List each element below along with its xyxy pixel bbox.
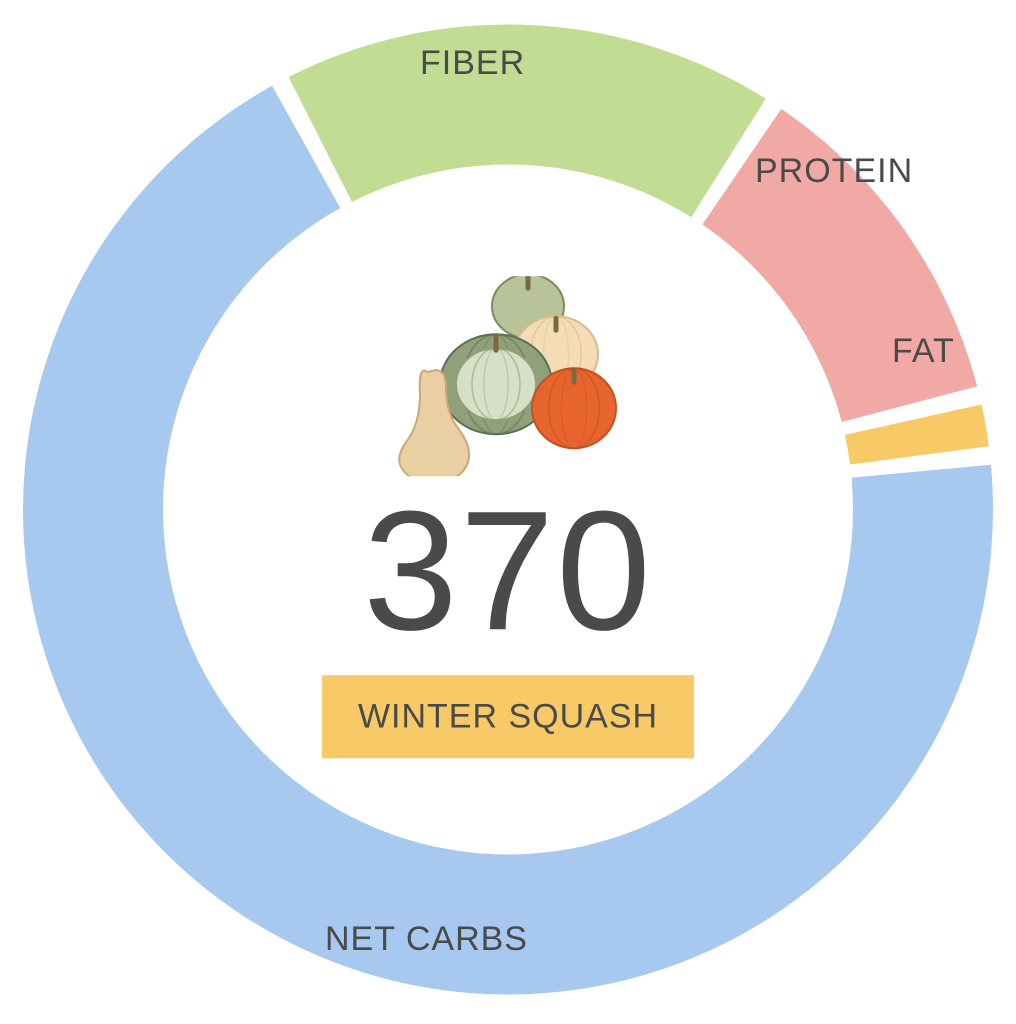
segment-label-fiber: FIBER: [420, 44, 525, 83]
segment-label-net-carbs: NET CARBS: [325, 920, 528, 959]
nutrition-donut-chart: FIBER PROTEIN FAT NET CARBS 370 WINTER S…: [0, 0, 1016, 1024]
squash-icon: [378, 276, 638, 476]
food-name-badge: WINTER SQUASH: [322, 675, 694, 758]
center-content: 370 WINTER SQUASH: [228, 266, 788, 758]
food-illustration: [378, 276, 638, 476]
calorie-number: 370: [363, 482, 653, 661]
segment-fiber: [289, 25, 766, 218]
segment-label-fat: FAT: [892, 332, 955, 371]
segment-label-protein: PROTEIN: [755, 152, 913, 191]
